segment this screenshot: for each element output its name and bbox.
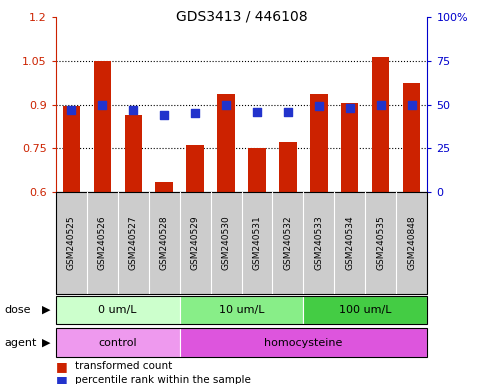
Bar — [94, 61, 111, 192]
Bar — [56, 328, 180, 357]
Bar — [311, 94, 327, 192]
Bar — [248, 148, 266, 192]
Bar — [62, 106, 80, 192]
Point — [377, 102, 385, 108]
Text: GSM240535: GSM240535 — [376, 215, 385, 270]
Point — [253, 109, 261, 115]
Text: GSM240848: GSM240848 — [408, 215, 416, 270]
Point — [222, 102, 230, 108]
Text: 10 um/L: 10 um/L — [219, 305, 264, 315]
Point — [129, 107, 137, 113]
Text: percentile rank within the sample: percentile rank within the sample — [75, 375, 251, 384]
Point — [346, 105, 354, 111]
Point — [67, 107, 75, 113]
Bar — [303, 296, 427, 324]
Bar — [403, 83, 421, 192]
Text: ■: ■ — [56, 360, 67, 373]
Text: GSM240529: GSM240529 — [190, 215, 199, 270]
Bar — [217, 94, 235, 192]
Text: transformed count: transformed count — [75, 361, 172, 371]
Text: GSM240527: GSM240527 — [128, 215, 138, 270]
Text: GSM240532: GSM240532 — [284, 215, 293, 270]
Text: GDS3413 / 446108: GDS3413 / 446108 — [176, 10, 307, 23]
Text: GSM240525: GSM240525 — [67, 215, 75, 270]
Point — [408, 102, 416, 108]
Text: GSM240530: GSM240530 — [222, 215, 230, 270]
Text: GSM240534: GSM240534 — [345, 215, 355, 270]
Bar — [180, 296, 303, 324]
Text: control: control — [98, 338, 137, 348]
Text: GSM240528: GSM240528 — [159, 215, 169, 270]
Point — [315, 103, 323, 109]
Text: GSM240531: GSM240531 — [253, 215, 261, 270]
Bar — [186, 146, 203, 192]
Bar — [56, 296, 180, 324]
Bar — [280, 142, 297, 192]
Text: GSM240533: GSM240533 — [314, 215, 324, 270]
Point — [284, 109, 292, 115]
Text: GSM240526: GSM240526 — [98, 215, 107, 270]
Bar — [341, 103, 358, 192]
Text: agent: agent — [5, 338, 37, 348]
Text: ▶: ▶ — [42, 338, 50, 348]
Text: homocysteine: homocysteine — [264, 338, 342, 348]
Bar — [180, 328, 427, 357]
Text: 100 um/L: 100 um/L — [339, 305, 392, 315]
Text: ▶: ▶ — [42, 305, 50, 315]
Point — [98, 102, 106, 108]
Point — [191, 110, 199, 116]
Text: 0 um/L: 0 um/L — [98, 305, 137, 315]
Bar — [125, 115, 142, 192]
Bar — [156, 182, 172, 192]
Text: ■: ■ — [56, 374, 67, 384]
Text: dose: dose — [5, 305, 31, 315]
Point — [160, 112, 168, 118]
Bar — [372, 56, 389, 192]
